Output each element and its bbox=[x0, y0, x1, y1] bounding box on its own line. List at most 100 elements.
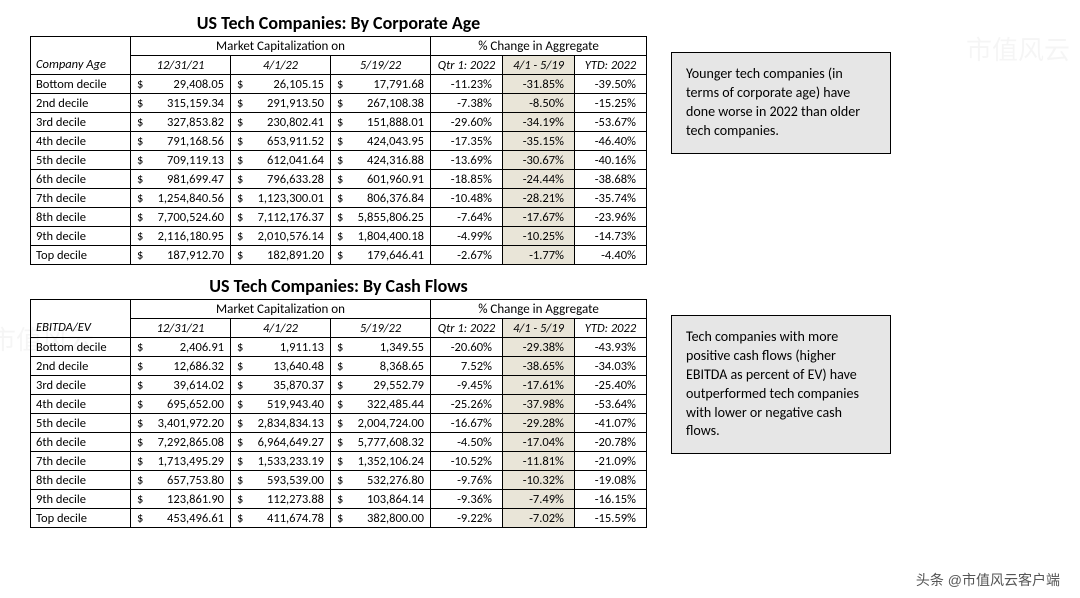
pct-change-cell: -10.25% bbox=[503, 227, 575, 246]
market-cap-cell: 187,912.70 bbox=[131, 246, 231, 265]
market-cap-cell: 709,119.13 bbox=[131, 151, 231, 170]
market-cap-cell: 103,864.14 bbox=[331, 490, 431, 509]
table-row: 9th decile123,861.90112,273.88103,864.14… bbox=[31, 490, 647, 509]
row-label: 9th decile bbox=[31, 490, 131, 509]
market-cap-cell: 382,800.00 bbox=[331, 509, 431, 528]
market-cap-cell: 2,010,576.14 bbox=[231, 227, 331, 246]
pct-change-cell: -11.81% bbox=[503, 452, 575, 471]
pct-change-cell: -16.67% bbox=[431, 414, 503, 433]
market-cap-cell: 653,911.52 bbox=[231, 132, 331, 151]
table2-col-change: YTD: 2022 bbox=[575, 319, 647, 338]
pct-change-cell: -53.64% bbox=[575, 395, 647, 414]
table2-group-mktcap: Market Capitalization on bbox=[131, 300, 431, 319]
pct-change-cell: -15.25% bbox=[575, 94, 647, 113]
section-corporate-age: US Tech Companies: By Corporate Age Mark… bbox=[30, 12, 1050, 265]
market-cap-cell: 29,552.79 bbox=[331, 376, 431, 395]
pct-change-cell: -38.68% bbox=[575, 170, 647, 189]
market-cap-cell: 1,349.55 bbox=[331, 338, 431, 357]
market-cap-cell: 791,168.56 bbox=[131, 132, 231, 151]
pct-change-cell: -18.85% bbox=[431, 170, 503, 189]
pct-change-cell: -15.59% bbox=[575, 509, 647, 528]
table1-group-mktcap: Market Capitalization on bbox=[131, 37, 431, 56]
pct-change-cell: -34.19% bbox=[503, 113, 575, 132]
market-cap-cell: 182,891.20 bbox=[231, 246, 331, 265]
pct-change-cell: -29.38% bbox=[503, 338, 575, 357]
pct-change-cell: -20.60% bbox=[431, 338, 503, 357]
table1-title: US Tech Companies: By Corporate Age bbox=[30, 12, 647, 34]
pct-change-cell: -34.03% bbox=[575, 357, 647, 376]
pct-change-cell: -7.49% bbox=[503, 490, 575, 509]
row-label: 3rd decile bbox=[31, 113, 131, 132]
row-label: Top decile bbox=[31, 509, 131, 528]
market-cap-cell: 322,485.44 bbox=[331, 395, 431, 414]
pct-change-cell: -41.07% bbox=[575, 414, 647, 433]
table-row: Bottom decile29,408.0526,105.1517,791.68… bbox=[31, 75, 647, 94]
pct-change-cell: -9.36% bbox=[431, 490, 503, 509]
table2-note: Tech companies with more positive cash f… bbox=[671, 315, 891, 454]
market-cap-cell: 12,686.32 bbox=[131, 357, 231, 376]
table2-group-change: % Change in Aggregate bbox=[431, 300, 647, 319]
row-label: 6th decile bbox=[31, 170, 131, 189]
pct-change-cell: -30.67% bbox=[503, 151, 575, 170]
table-row: Top decile453,496.61411,674.78382,800.00… bbox=[31, 509, 647, 528]
market-cap-cell: 39,614.02 bbox=[131, 376, 231, 395]
market-cap-cell: 17,791.68 bbox=[331, 75, 431, 94]
pct-change-cell: -29.28% bbox=[503, 414, 575, 433]
section-cash-flows: US Tech Companies: By Cash Flows Market … bbox=[30, 275, 1050, 528]
table-row: 8th decile7,700,524.607,112,176.375,855,… bbox=[31, 208, 647, 227]
pct-change-cell: -9.45% bbox=[431, 376, 503, 395]
market-cap-cell: 424,043.95 bbox=[331, 132, 431, 151]
row-label: 8th decile bbox=[31, 471, 131, 490]
pct-change-cell: -4.99% bbox=[431, 227, 503, 246]
pct-change-cell: -46.40% bbox=[575, 132, 647, 151]
market-cap-cell: 657,753.80 bbox=[131, 471, 231, 490]
table-row: 3rd decile39,614.0235,870.3729,552.79-9.… bbox=[31, 376, 647, 395]
pct-change-cell: -38.65% bbox=[503, 357, 575, 376]
table-row: 9th decile2,116,180.952,010,576.141,804,… bbox=[31, 227, 647, 246]
market-cap-cell: 112,273.88 bbox=[231, 490, 331, 509]
table-row: 2nd decile12,686.3213,640.488,368.657.52… bbox=[31, 357, 647, 376]
pct-change-cell: -28.21% bbox=[503, 189, 575, 208]
table-row: 4th decile695,652.00519,943.40322,485.44… bbox=[31, 395, 647, 414]
pct-change-cell: -35.74% bbox=[575, 189, 647, 208]
table1-note: Younger tech companies (in terms of corp… bbox=[671, 52, 891, 154]
pct-change-cell: -17.04% bbox=[503, 433, 575, 452]
table2-title: US Tech Companies: By Cash Flows bbox=[30, 275, 647, 297]
market-cap-cell: 29,408.05 bbox=[131, 75, 231, 94]
market-cap-cell: 7,700,524.60 bbox=[131, 208, 231, 227]
table-row: 4th decile791,168.56653,911.52424,043.95… bbox=[31, 132, 647, 151]
pct-change-cell: -40.16% bbox=[575, 151, 647, 170]
pct-change-cell: -23.96% bbox=[575, 208, 647, 227]
market-cap-cell: 593,539.00 bbox=[231, 471, 331, 490]
pct-change-cell: -2.67% bbox=[431, 246, 503, 265]
pct-change-cell: -10.32% bbox=[503, 471, 575, 490]
table1-col-change: Qtr 1: 2022 bbox=[431, 56, 503, 75]
market-cap-cell: 315,159.34 bbox=[131, 94, 231, 113]
market-cap-cell: 1,352,106.24 bbox=[331, 452, 431, 471]
pct-change-cell: -53.67% bbox=[575, 113, 647, 132]
market-cap-cell: 179,646.41 bbox=[331, 246, 431, 265]
row-label: 4th decile bbox=[31, 395, 131, 414]
pct-change-cell: -16.15% bbox=[575, 490, 647, 509]
table2-col-date: 12/31/21 bbox=[131, 319, 231, 338]
market-cap-cell: 1,123,300.01 bbox=[231, 189, 331, 208]
market-cap-cell: 151,888.01 bbox=[331, 113, 431, 132]
pct-change-cell: -31.85% bbox=[503, 75, 575, 94]
pct-change-cell: -21.09% bbox=[575, 452, 647, 471]
row-label: Bottom decile bbox=[31, 75, 131, 94]
pct-change-cell: -19.08% bbox=[575, 471, 647, 490]
market-cap-cell: 601,960.91 bbox=[331, 170, 431, 189]
market-cap-cell: 981,699.47 bbox=[131, 170, 231, 189]
pct-change-cell: -7.38% bbox=[431, 94, 503, 113]
pct-change-cell: -8.50% bbox=[503, 94, 575, 113]
table-row: Bottom decile2,406.911,911.131,349.55-20… bbox=[31, 338, 647, 357]
market-cap-cell: 1,533,233.19 bbox=[231, 452, 331, 471]
market-cap-cell: 2,406.91 bbox=[131, 338, 231, 357]
pct-change-cell: -14.73% bbox=[575, 227, 647, 246]
table1: Market Capitalization on % Change in Agg… bbox=[30, 36, 647, 265]
table2-col-change: 4/1 - 5/19 bbox=[503, 319, 575, 338]
row-label: 9th decile bbox=[31, 227, 131, 246]
table2-col-date: 4/1/22 bbox=[231, 319, 331, 338]
table1-col-date: 4/1/22 bbox=[231, 56, 331, 75]
market-cap-cell: 7,292,865.08 bbox=[131, 433, 231, 452]
